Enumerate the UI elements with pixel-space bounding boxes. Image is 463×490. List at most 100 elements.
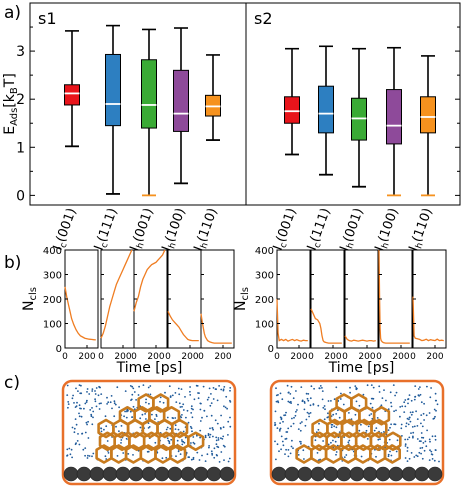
water-dot [146,450,149,453]
water-dot [71,426,74,429]
water-dot [291,439,293,442]
water-dot [434,392,437,395]
water-dot [387,453,390,456]
water-dot [86,399,88,402]
trace-plot-s1-0: 0 200 0 100 200 300 400 [43,246,99,362]
water-dot [330,423,333,426]
water-dot [312,403,315,405]
x-tick-label: 200 [392,352,409,362]
water-dot [192,458,195,460]
water-dot [124,390,127,392]
water-dot [355,388,358,391]
water-dot [148,402,150,405]
water-dot [177,387,180,390]
water-dot [404,438,407,441]
water-dot [362,393,365,396]
water-dot [370,384,373,386]
water-dot [414,396,416,398]
water-dot [106,403,108,405]
water-dot [171,394,174,397]
x-tick-label: Ih(110) [191,206,222,254]
y-tick-label: 1 [16,140,25,156]
water-dot [435,399,437,402]
water-dot [94,390,96,392]
water-dot [277,400,279,402]
water-dot [378,391,381,393]
water-dot [370,413,373,415]
label-part: (001) [54,206,80,244]
water-dot [333,398,336,401]
water-dot [379,438,381,440]
label-part: I [271,244,286,253]
water-dot [209,433,212,436]
hexagonal-ring [370,418,388,439]
trace-line [167,311,199,342]
water-dot [220,437,222,440]
water-dot [399,415,401,418]
water-dot [76,440,79,442]
water-dot [178,393,181,396]
x-tick-label: 200 [78,352,95,362]
water-dot [286,431,289,433]
water-dot [139,417,142,420]
metal-atom [167,466,183,482]
panel-label-b: b) [4,253,21,273]
water-dot [190,407,193,410]
water-dot [199,436,202,439]
water-dot [420,401,423,404]
metal-atom [115,466,131,482]
water-dot [133,391,136,393]
water-dot [281,398,284,401]
water-dot [118,430,120,433]
water-dot [91,388,94,390]
water-dot [132,405,135,408]
water-dot [106,440,109,442]
water-dot [66,394,69,396]
water-dot [104,455,107,458]
water-dot [190,442,192,444]
water-dot [98,402,101,405]
water-dot [159,396,162,399]
water-dot [223,405,225,408]
box-s1-4 [205,54,221,141]
water-dot [78,415,81,418]
water-dot [309,412,312,414]
x-tick-label: 200 [147,352,164,362]
water-dot [208,446,210,449]
water-dot [66,454,69,457]
water-dot [165,428,168,431]
water-dot [301,400,304,403]
water-dot [220,451,223,453]
box-s2-2 [351,47,367,188]
water-dot [306,397,309,400]
water-dot [135,399,138,401]
water-dot [416,418,419,420]
water-dot [371,406,374,409]
water-dot [333,425,336,428]
water-dot [84,431,87,434]
water-dot [71,397,74,400]
water-dot [224,406,227,409]
hexagonal-ring [169,444,187,464]
water-dot [229,416,231,419]
x-tick-label: 0 [131,352,137,362]
x-tick-label: 200 [181,352,198,362]
metal-atom [128,466,144,482]
label-part: cls [28,287,39,301]
water-dot [433,408,436,411]
water-dot [174,424,177,427]
metal-atom [414,466,430,482]
water-dot [372,386,375,389]
water-dot [323,418,326,421]
y-tick-label: 3 [16,44,25,60]
water-dot [120,442,122,444]
water-dot [434,415,436,418]
water-dot [86,388,89,390]
water-dot [229,387,232,389]
water-dot [222,389,225,392]
trace-frame [200,249,235,349]
water-dot [174,417,177,419]
water-dot [327,400,330,402]
panel-label-c: c) [4,373,20,393]
label-part: (100) [163,206,189,244]
